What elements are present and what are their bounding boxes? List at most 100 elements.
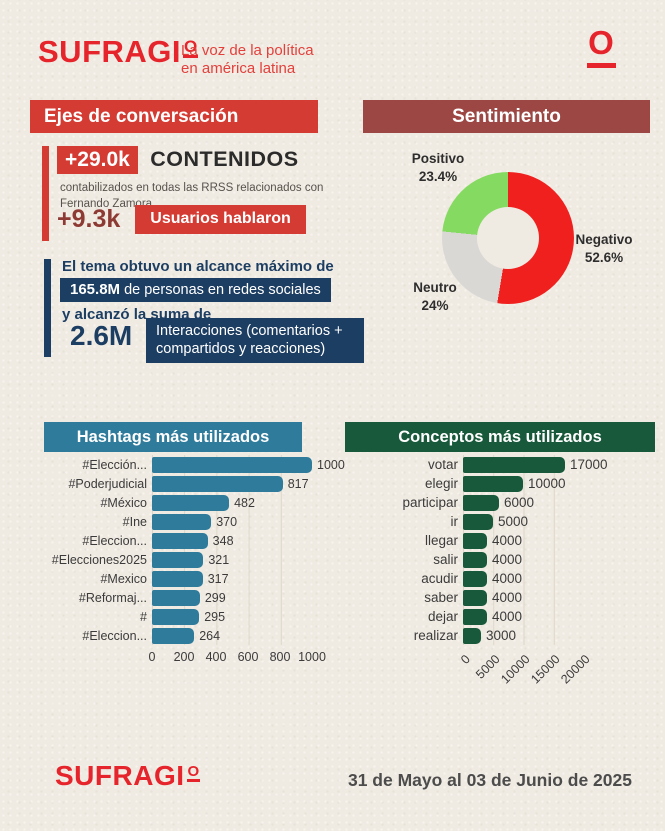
bar-row: #Eleccion... 348 [40,531,340,550]
bar-plot: 295 [152,608,312,625]
bar [463,456,565,473]
bar-row: elegir 10000 [345,474,655,493]
bar [463,532,487,549]
bar-category-label: #Elección... [82,457,147,472]
reach-highlight: 165.8M de personas en redes sociales [60,278,331,302]
stat-contenidos-label: CONTENIDOS [150,147,299,171]
bar-category-label: realizar [413,628,458,643]
bar-value-label: 6000 [504,495,535,510]
bar-value-label: 4000 [492,571,523,586]
bar [463,627,481,644]
stat-usuarios-value: +9.3k [57,205,121,233]
bar [463,513,493,530]
conceptos-bar-chart: votar 17000 elegir 10000 participar 6000 ir 500… [345,455,655,686]
donut-label-neutro-name: Neutro [413,280,457,295]
bar-plot: 4000 [463,551,583,568]
axis-tick-label: 0 [148,650,156,664]
bar-plot: 264 [152,627,312,644]
sentiment-donut-chart [442,172,574,304]
footer-brand-logo: SUFRAGI O [55,760,201,792]
brand-tagline: La voz de la política en américa latina [181,42,314,79]
bar-category-label: #Poderjudicial [68,476,147,491]
stat-contenidos: +29.0k CONTENIDOS [57,146,299,174]
bar-plot: 1000 [152,456,345,473]
bar [463,551,487,568]
bar-value-label: 264 [199,628,221,643]
bar-row: dejar 4000 [345,607,655,626]
bar-plot: 370 [152,513,312,530]
bar-plot: 482 [152,494,312,511]
section-title-ejes: Ejes de conversación [30,100,318,133]
section-title-hashtags: Hashtags más utilizados [44,422,302,452]
bar-value-label: 482 [234,495,255,510]
bar [463,608,487,625]
bar-category-label: saber [424,590,458,605]
bar-plot: 3000 [463,627,583,644]
bar-value-label: 295 [204,609,226,624]
bar-plot: 10000 [463,475,583,492]
bar-plot: 321 [152,551,312,568]
bar-category-label: ir [450,514,459,529]
x-axis: 0 200 400 600 800 1000 [148,648,326,688]
bar-row: #Elección... 1000 [40,455,345,474]
bar-category-label: salir [433,552,458,567]
tagline-line2: en américa latina [181,60,296,78]
bar-value-label: 4000 [492,590,523,605]
bar-row: salir 4000 [345,550,655,569]
bar-plot: 348 [152,532,312,549]
chart-rows: #Elección... 1000 #Poderjudicial 817 #México… [40,455,345,645]
donut-label-negativo-value: 52.6% [584,249,624,265]
bar-value-label: 10000 [528,476,566,491]
footer-brand-logo-o: O [186,763,201,782]
bar [152,494,230,511]
axis-tick-label: 20000 [558,652,593,687]
reach-value: 165.8M [70,281,121,298]
brand-mark-underline [586,63,616,68]
bar-plot: 817 [152,475,312,492]
bar-value-label: 1000 [317,457,345,472]
bar-value-label: 5000 [498,514,529,529]
bar [152,456,312,473]
bar-plot: 4000 [463,608,583,625]
stat-contenidos-note: contabilizados en todas las RRSS relacio… [60,182,324,210]
bar-value-label: 17000 [570,457,608,472]
bar-row: #Elecciones2025 321 [40,550,340,569]
axis-tick-label: 400 [205,650,227,664]
axis-tick-label: 10000 [498,652,533,687]
brand-logo-o: O [183,37,199,58]
axis-tick-label: 15000 [528,652,563,687]
bar-plot: 4000 [463,532,583,549]
bar-category-label: participar [402,495,458,510]
bar-value-label: 299 [204,590,226,605]
footer-brand-logo-text: SUFRAGI [55,760,185,791]
bar [152,532,208,549]
bar [152,608,200,625]
bar-row: #Reformaj... 299 [40,588,340,607]
tagline-line1: La voz de la política [181,42,314,59]
reach-intro-text: El tema obtuvo un alcance máximo de [62,258,334,275]
bar-row: #Poderjudicial 817 [40,474,340,493]
bar-value-label: 348 [212,533,234,548]
section-title-conceptos: Conceptos más utilizados [345,422,655,452]
bar-value-label: 4000 [492,552,523,567]
accent-bar-red [42,146,49,241]
bar-category-label: # [140,609,147,624]
bar [152,513,212,530]
bar-plot: 4000 [463,589,583,606]
bar [463,570,487,587]
bar [463,589,487,606]
bar-row: #295 [40,607,340,626]
axis-tick-label: 800 [269,650,291,664]
bar [463,494,499,511]
stat-usuarios: +9.3k Usuarios hablaron [57,205,306,234]
bar-category-label: #Ine [122,514,147,529]
bar-plot: 4000 [463,570,583,587]
date-range: 31 de Mayo al 03 de Junio de 2025 [347,770,632,790]
bar-value-label: 317 [207,571,229,586]
donut-hole [477,207,539,269]
accent-bar-navy [44,259,51,357]
bar [152,475,283,492]
bar-row: #México 482 [40,493,340,512]
bar-category-label: dejar [427,609,458,624]
